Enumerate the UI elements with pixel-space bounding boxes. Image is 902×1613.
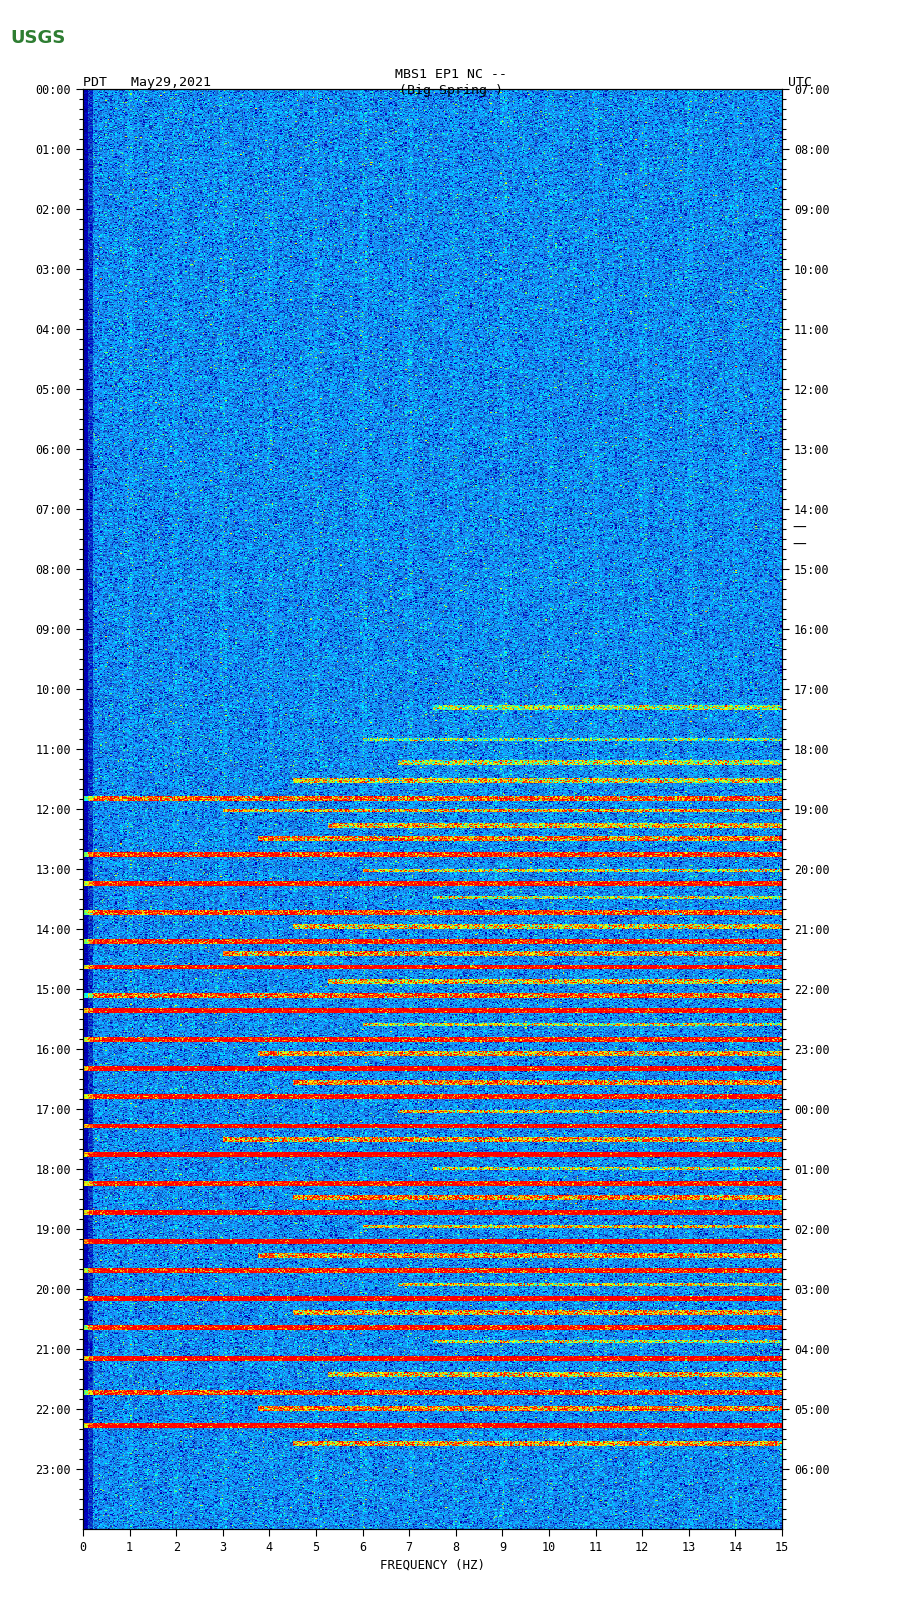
Text: (Big Spring ): (Big Spring ) [399,84,503,97]
Text: MBS1 EP1 NC --: MBS1 EP1 NC -- [395,68,507,81]
Text: —: — [792,537,805,552]
X-axis label: FREQUENCY (HZ): FREQUENCY (HZ) [380,1558,485,1571]
Text: USGS: USGS [11,29,66,47]
Text: UTC: UTC [787,76,812,89]
Text: —: — [792,521,805,536]
Text: PDT   May29,2021: PDT May29,2021 [83,76,211,89]
